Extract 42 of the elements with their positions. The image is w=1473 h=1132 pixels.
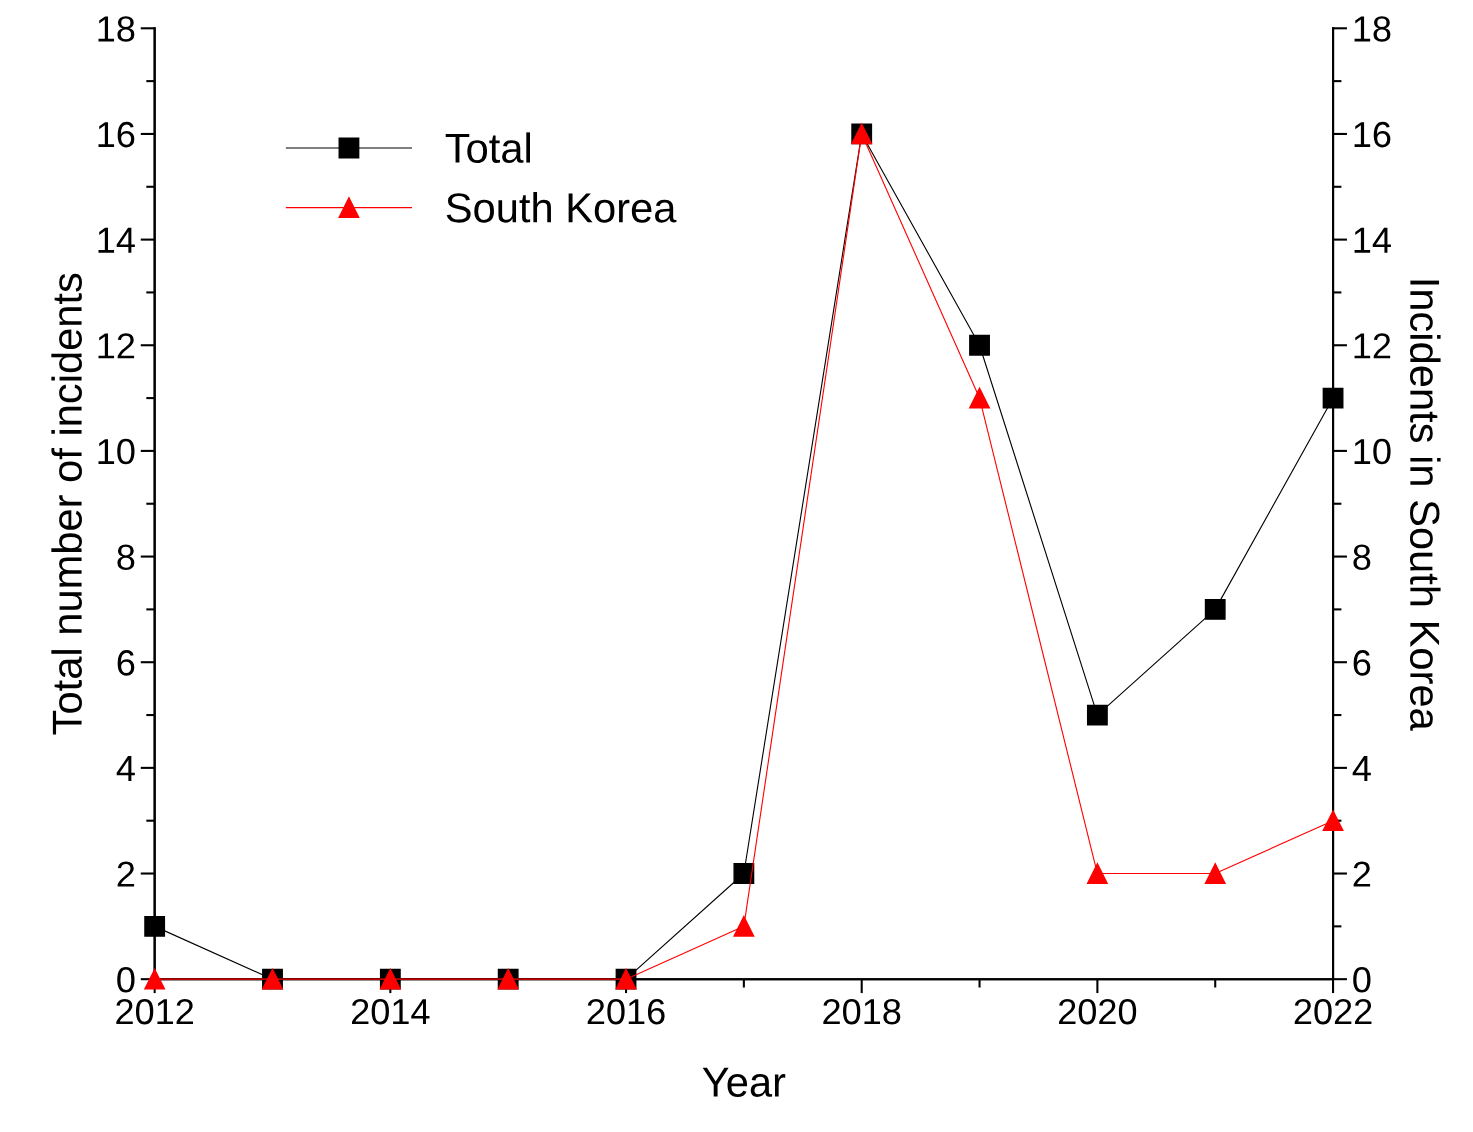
point [733, 863, 755, 884]
x-tick-label: 2020 [1059, 998, 1137, 1025]
point [1322, 810, 1344, 832]
y2-tick-label: 10 [1354, 438, 1391, 465]
y2-tick-label: 14 [1354, 227, 1391, 253]
point [144, 915, 166, 937]
point [1204, 863, 1226, 884]
point [733, 915, 755, 937]
x-tick-label: 2018 [823, 998, 901, 1025]
x-tick-label: 2022 [1294, 998, 1372, 1025]
x-tick-label: 2016 [587, 998, 665, 1025]
legend-label: Total [445, 132, 530, 163]
y-tick-label: 14 [98, 227, 135, 253]
y-tick-label: 10 [98, 438, 135, 465]
y-axis-title: Total number of incidents [51, 273, 82, 735]
legend-label: South Korea [446, 192, 677, 223]
point [1086, 863, 1108, 884]
y2-axis-title: Incidents in South Korea [1409, 280, 1441, 731]
y-tick-label: 6 [117, 650, 135, 676]
y-tick-label: 18 [98, 16, 135, 42]
y2-tick-label: 2 [1353, 861, 1371, 887]
y-tick-label: 0 [117, 967, 135, 993]
y2-tick-label: 4 [1352, 756, 1371, 781]
y2-tick-label: 12 [1354, 333, 1391, 359]
point [144, 968, 166, 990]
point [1204, 598, 1226, 620]
point [969, 334, 990, 356]
y2-tick-label: 16 [1354, 121, 1391, 148]
y-tick-label: 2 [117, 861, 135, 887]
y2-tick-label: 18 [1354, 16, 1391, 42]
y2-tick-label: 8 [1353, 544, 1371, 571]
y2-tick-label: 0 [1353, 967, 1371, 993]
y2-tick-label: 6 [1353, 650, 1371, 676]
x-axis-title: Year [702, 1067, 786, 1097]
x-tick-label: 2014 [352, 998, 430, 1025]
y-tick-label: 16 [98, 121, 135, 148]
y-tick-label: 12 [98, 333, 135, 359]
x-tick-label: 2012 [116, 998, 194, 1025]
y-tick-label: 4 [116, 756, 135, 781]
point [1086, 704, 1108, 726]
point [969, 387, 990, 409]
y-tick-label: 8 [117, 544, 135, 571]
